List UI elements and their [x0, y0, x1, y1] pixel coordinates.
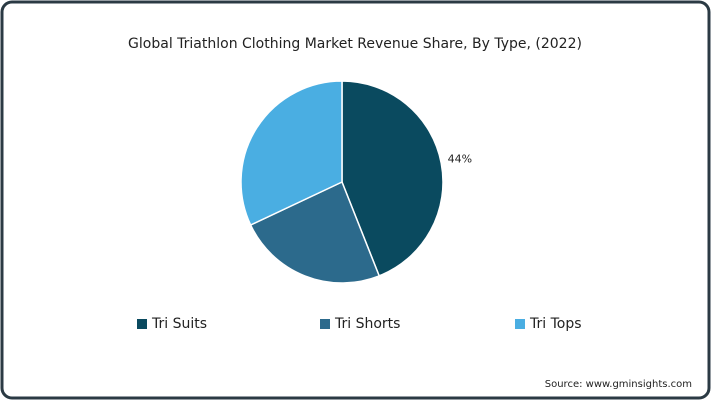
source: Source: www.gminsights.com	[545, 379, 692, 390]
legend-swatch	[515, 319, 525, 329]
legend-label: Tri Tops	[529, 316, 582, 332]
legend-swatch	[320, 319, 330, 329]
legend-label: Tri Suits	[151, 316, 207, 332]
pie-slice	[240, 80, 343, 227]
legend-label: Tri Shorts	[334, 316, 400, 332]
chart-title: Global Triathlon Clothing Market Revenue…	[128, 36, 582, 52]
data-label: 44%	[448, 153, 472, 166]
pie-slice	[249, 180, 381, 284]
pie-slice	[341, 80, 444, 277]
legend-swatch	[137, 319, 147, 329]
